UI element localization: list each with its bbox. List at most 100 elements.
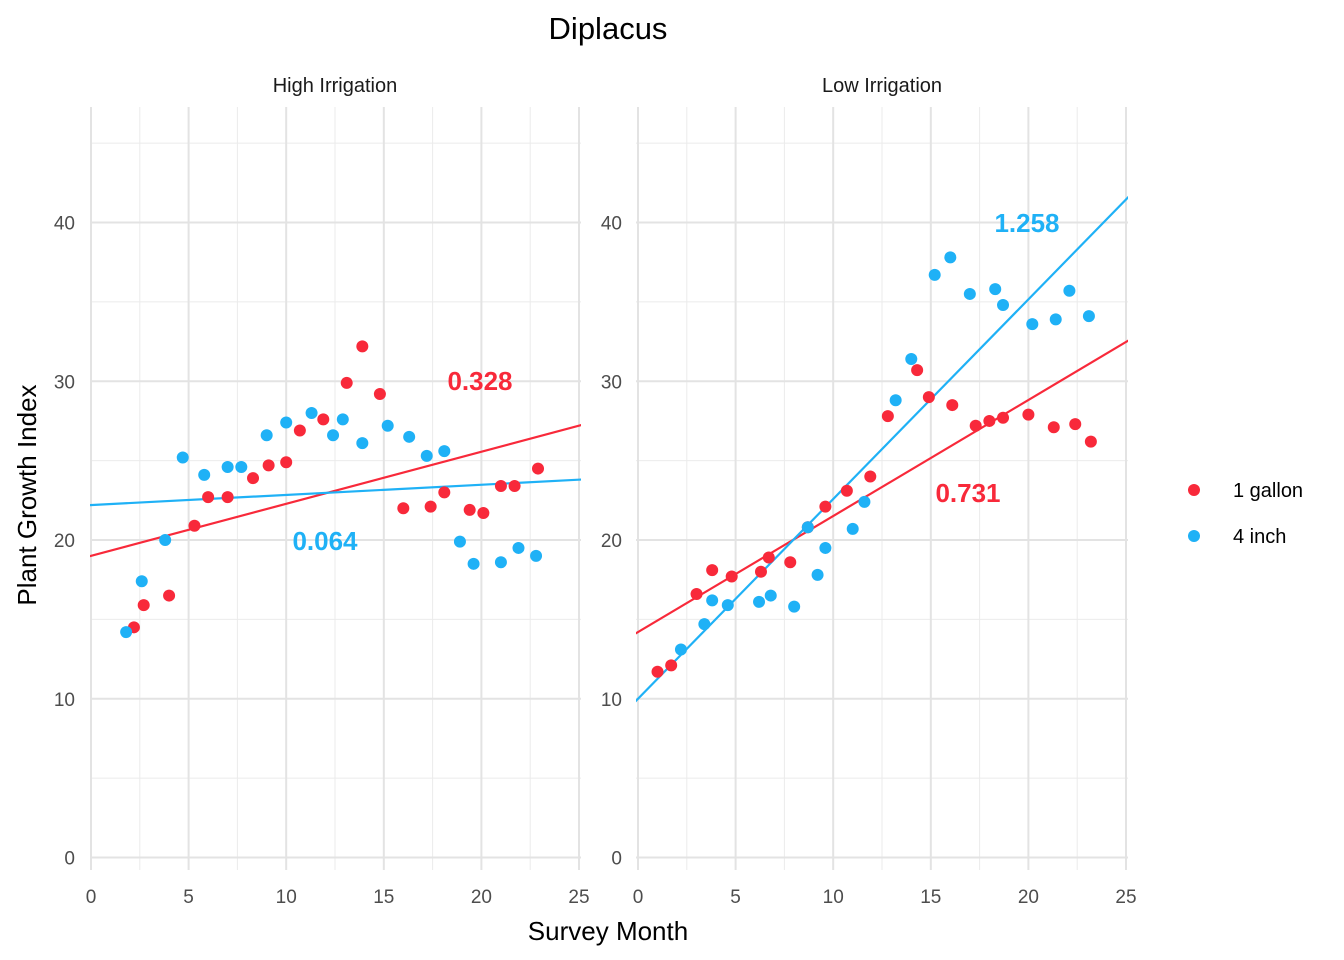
data-point <box>159 534 172 546</box>
x-tick-label: 0 <box>633 887 644 908</box>
trend-line <box>90 424 581 558</box>
data-point <box>202 491 215 504</box>
data-point <box>946 399 959 412</box>
legend-label: 1 gallon <box>1233 480 1303 502</box>
data-point <box>356 437 369 450</box>
data-point <box>651 665 664 678</box>
data-point <box>969 419 982 432</box>
data-point <box>706 564 719 577</box>
data-point <box>788 600 801 613</box>
data-point <box>963 287 976 300</box>
trend-line <box>636 339 1128 635</box>
data-point <box>674 643 687 656</box>
y-tick-label: 20 <box>601 531 622 552</box>
data-point <box>690 587 703 600</box>
data-point <box>508 480 521 493</box>
data-point <box>753 595 766 608</box>
data-point <box>840 484 853 497</box>
data-point <box>1084 435 1097 448</box>
x-tick-label: 20 <box>1018 887 1039 908</box>
data-point <box>494 556 507 569</box>
data-point <box>438 486 451 499</box>
data-point <box>1069 418 1082 431</box>
x-tick-label: 0 <box>86 887 97 908</box>
x-tick-label: 15 <box>920 887 941 908</box>
data-point <box>532 462 545 475</box>
chart-title: Diplacus <box>549 11 668 46</box>
data-point <box>706 594 719 607</box>
x-tick-label: 25 <box>568 887 589 908</box>
data-point <box>764 589 777 602</box>
data-point <box>424 500 437 513</box>
panel-1: High Irrigation 0 5 10 15 20 25 0 10 20 30 40 <box>54 75 590 908</box>
x-tick-label: 10 <box>276 887 297 908</box>
data-point <box>1063 284 1076 297</box>
slope-annotation: 1.258 <box>994 208 1059 238</box>
data-point <box>120 626 133 639</box>
data-point <box>221 491 234 504</box>
data-point <box>317 413 330 426</box>
data-point <box>262 459 275 472</box>
y-axis-title: Plant Growth Index <box>12 384 42 605</box>
data-point <box>477 507 490 520</box>
x-axis-title: Survey Month <box>528 916 688 946</box>
data-point <box>784 556 797 569</box>
data-point <box>438 445 451 458</box>
y-tick-label: 30 <box>54 372 75 393</box>
data-point <box>188 519 201 532</box>
x-tick-label: 10 <box>823 887 844 908</box>
data-point <box>762 551 775 564</box>
data-point <box>881 410 894 423</box>
data-point <box>235 460 248 473</box>
data-point <box>260 429 273 442</box>
data-point <box>997 411 1010 424</box>
data-point <box>698 618 711 631</box>
data-point <box>512 541 525 554</box>
data-point <box>725 570 738 583</box>
panel-label: Low Irrigation <box>822 75 942 97</box>
trend-line <box>636 195 1128 703</box>
y-tick-label: 0 <box>611 849 622 870</box>
data-point <box>373 387 386 400</box>
data-point <box>811 568 824 581</box>
y-tick-label: 30 <box>601 372 622 393</box>
data-point <box>381 419 394 432</box>
data-point <box>305 407 318 419</box>
data-point <box>336 413 349 426</box>
data-point <box>1082 310 1095 323</box>
slope-annotation: 0.064 <box>292 526 358 556</box>
data-point <box>905 353 918 366</box>
data-point <box>864 470 877 483</box>
data-point <box>754 565 767 578</box>
slope-annotation: 0.328 <box>447 366 512 396</box>
data-point <box>280 456 293 469</box>
data-point <box>819 500 832 513</box>
legend: 1 gallon 4 inch <box>1188 480 1303 548</box>
data-point <box>293 424 306 437</box>
data-point <box>889 394 902 407</box>
y-tick-label: 0 <box>64 849 75 870</box>
slope-annotation: 0.731 <box>935 478 1000 508</box>
data-point <box>356 340 369 353</box>
data-point <box>819 541 832 554</box>
data-point <box>137 599 150 612</box>
data-point <box>340 376 353 389</box>
y-tick-label: 10 <box>601 690 622 711</box>
panel-label: High Irrigation <box>273 75 398 97</box>
data-point <box>801 521 814 534</box>
y-tick-label: 40 <box>601 214 622 235</box>
data-point <box>198 468 211 481</box>
data-point <box>176 451 189 464</box>
panel-2: Low Irrigation 0 5 10 15 20 25 0 10 20 30 40 <box>601 75 1137 908</box>
data-point <box>221 460 234 473</box>
x-tick-label: 20 <box>471 887 492 908</box>
data-point <box>403 430 416 443</box>
data-point <box>163 589 176 602</box>
data-point <box>846 522 859 535</box>
y-tick-label: 10 <box>54 690 75 711</box>
data-point <box>1047 421 1060 434</box>
y-tick-label: 20 <box>54 531 75 552</box>
data-point <box>327 429 340 442</box>
